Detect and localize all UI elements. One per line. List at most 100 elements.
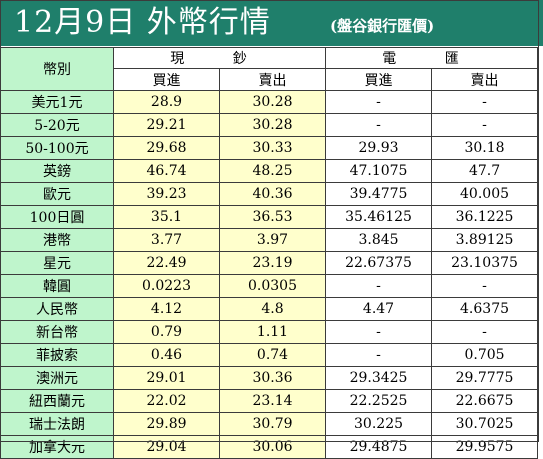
tt-buy-value: 4.47: [325, 297, 433, 321]
tt-buy-value: 29.3425: [325, 366, 433, 390]
tt-buy-value: 30.225: [325, 412, 433, 436]
tt-buy-value: -: [325, 90, 433, 114]
cash-sell-value: 1.11: [218, 320, 327, 344]
currency-name: 50-100元: [0, 136, 114, 160]
table-row: 港幣 3.77 3.97 3.845 3.89125: [0, 228, 539, 252]
cash-sell-value: 30.28: [218, 113, 327, 137]
cash-sell-value: 40.36: [218, 182, 327, 206]
cash-sell-value: 30.28: [218, 90, 327, 114]
page-title: 12月9日 外幣行情: [14, 5, 271, 40]
cash-sell-value: 3.97: [218, 228, 327, 252]
currency-name: 加拿大元: [0, 435, 114, 459]
tt-sell-value: 3.89125: [431, 228, 539, 252]
exchange-rate-table: 幣別 現 鈔 電 匯 買進 賣出 買進 賣出 美元1元 28.9 30.28- -5-…: [0, 47, 539, 459]
tt-buy-value: 35.46125: [325, 205, 433, 229]
table-row: 韓圓 0.0223 0.0305- -: [0, 274, 539, 298]
cash-buy-value: 29.04: [113, 435, 220, 459]
cash-sell-value: 36.53: [218, 205, 327, 229]
tt-buy-value: 29.4875: [325, 435, 433, 459]
cash-buy-value: 4.12: [113, 297, 220, 321]
rate-source: (盤谷銀行匯價): [330, 17, 435, 35]
tt-buy-value: -: [325, 343, 433, 367]
tt-buy-value: 22.2525: [325, 389, 433, 413]
table-row: 紐西蘭元 22.02 23.14 22.2525 22.6675: [0, 389, 539, 413]
table-row: 100日圓 35.1 36.53 35.46125 36.1225: [0, 205, 539, 229]
cash-buy-value: 3.77: [113, 228, 220, 252]
cash-buy-value: 22.49: [113, 251, 220, 275]
currency-name: 星元: [0, 251, 114, 275]
tt-sell-value: 0.705: [431, 343, 539, 367]
tt-sell-value: 4.6375: [431, 297, 539, 321]
table-row: 澳洲元 29.01 30.36 29.3425 29.7775: [0, 366, 539, 390]
cash-buy-value: 46.74: [113, 159, 220, 183]
table-row: 加拿大元 29.04 30.06 29.4875 29.9575: [0, 435, 539, 459]
tt-buy-value: -: [325, 113, 433, 137]
cash-buy-value: 35.1: [113, 205, 220, 229]
telegraphic-group-header: 電 匯: [325, 47, 539, 69]
cash-sell-value: 23.14: [218, 389, 327, 413]
cash-sell-value: 48.25: [218, 159, 327, 183]
table-row: 新台幣 0.79 1.11- -: [0, 320, 539, 344]
table-row: 50-100元 29.68 30.33 29.93 30.18: [0, 136, 539, 160]
tt-buy-value: 47.1075: [325, 159, 433, 183]
currency-name: 新台幣: [0, 320, 114, 344]
currency-name: 英鎊: [0, 159, 114, 183]
rate-rows: 美元1元 28.9 30.28- -5-20元 29.21 30.28- -50-100元 2…: [0, 90, 539, 459]
table-row: 5-20元 29.21 30.28- -: [0, 113, 539, 137]
cash-buy-value: 29.21: [113, 113, 220, 137]
currency-name: 港幣: [0, 228, 114, 252]
cash-buy-value: 22.02: [113, 389, 220, 413]
tt-buy-value: 3.845: [325, 228, 433, 252]
cash-buy-value: 0.79: [113, 320, 220, 344]
table-row: 歐元 39.23 40.36 39.4775 40.005: [0, 182, 539, 206]
cash-buy-value: 28.9: [113, 90, 220, 114]
cash-buy-value: 0.46: [113, 343, 220, 367]
tt-sell-value: 36.1225: [431, 205, 539, 229]
table-row: 瑞士法朗 29.89 30.79 30.225 30.7025: [0, 412, 539, 436]
cash-sell-value: 4.8: [218, 297, 327, 321]
cash-sell-header: 賣出: [218, 68, 327, 91]
cash-buy-value: 29.68: [113, 136, 220, 160]
tt-buy-value: 39.4775: [325, 182, 433, 206]
table-row: 菲披索 0.46 0.74-0.705: [0, 343, 539, 367]
cash-sell-value: 23.19: [218, 251, 327, 275]
currency-name: 韓圓: [0, 274, 114, 298]
tt-sell-value: -: [431, 274, 539, 298]
cash-buy-value: 0.0223: [113, 274, 220, 298]
currency-name: 5-20元: [0, 113, 114, 137]
cash-sell-value: 30.36: [218, 366, 327, 390]
tt-sell-value: 22.6675: [431, 389, 539, 413]
table-row: 人民幣 4.12 4.8 4.47 4.6375: [0, 297, 539, 321]
cash-buy-value: 29.89: [113, 412, 220, 436]
currency-name: 瑞士法朗: [0, 412, 114, 436]
tt-sell-value: 30.18: [431, 136, 539, 160]
cash-group-header: 現 鈔: [112, 47, 327, 69]
cash-sell-value: 30.79: [218, 412, 327, 436]
currency-name: 美元1元: [0, 90, 114, 114]
cash-buy-value: 39.23: [113, 182, 220, 206]
currency-name: 100日圓: [0, 205, 114, 229]
currency-name: 歐元: [0, 182, 114, 206]
tt-sell-header: 賣出: [431, 68, 539, 91]
cash-sell-value: 0.74: [218, 343, 327, 367]
cash-buy-value: 29.01: [113, 366, 220, 390]
currency-name: 菲披索: [0, 343, 114, 367]
tt-sell-value: -: [431, 113, 539, 137]
cash-sell-value: 0.0305: [218, 274, 327, 298]
currency-name: 紐西蘭元: [0, 389, 114, 413]
cash-buy-header: 買進: [113, 68, 220, 91]
title-bar: 12月9日 外幣行情 (盤谷銀行匯價): [0, 0, 543, 46]
currency-name: 人民幣: [0, 297, 114, 321]
tt-buy-value: 22.67375: [325, 251, 433, 275]
tt-sell-value: -: [431, 90, 539, 114]
tt-sell-value: -: [431, 320, 539, 344]
tt-sell-value: 23.10375: [431, 251, 539, 275]
tt-buy-value: 29.93: [325, 136, 433, 160]
cash-sell-value: 30.06: [218, 435, 327, 459]
tt-sell-value: 40.005: [431, 182, 539, 206]
currency-name: 澳洲元: [0, 366, 114, 390]
table-row: 英鎊 46.74 48.25 47.1075 47.7: [0, 159, 539, 183]
cash-sell-value: 30.33: [218, 136, 327, 160]
tt-sell-value: 29.7775: [431, 366, 539, 390]
